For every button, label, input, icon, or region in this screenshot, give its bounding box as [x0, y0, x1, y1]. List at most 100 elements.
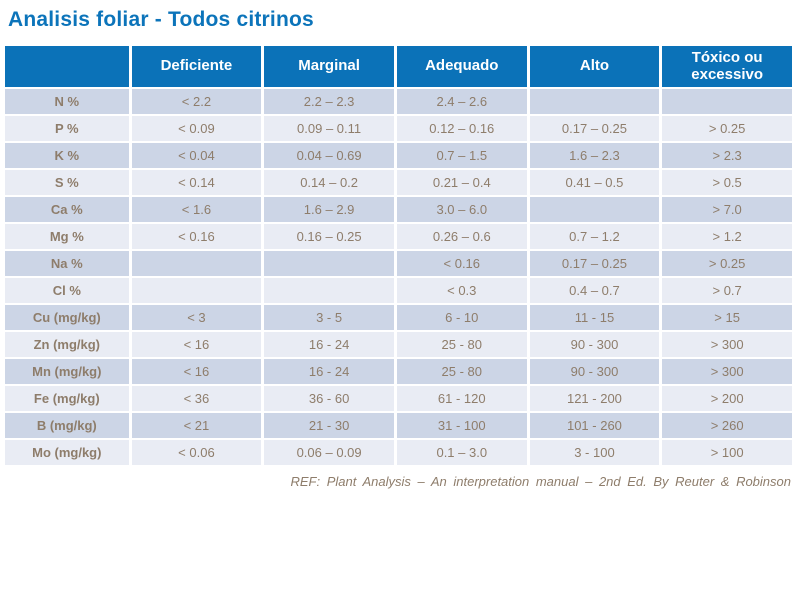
table-cell: 16 - 24	[264, 359, 394, 384]
row-label: Ca %	[5, 197, 129, 222]
table-cell: 0.06 – 0.09	[264, 440, 394, 465]
column-header: Alto	[529, 46, 660, 87]
table-cell	[529, 197, 660, 222]
table-cell: < 1.6	[131, 197, 262, 222]
column-header: Deficiente	[131, 46, 262, 87]
table-cell: 0.4 – 0.7	[529, 278, 660, 303]
table-cell: > 15	[662, 305, 792, 330]
table-cell: 31 - 100	[396, 413, 527, 438]
table-cell: 1.6 – 2.9	[264, 197, 394, 222]
table-cell	[131, 251, 262, 276]
table-row: S % < 0.14 0.14 – 0.2 0.21 – 0.4 0.41 – 0.5 >…	[5, 170, 792, 195]
table-cell: > 300	[662, 332, 792, 357]
table-cell: < 16	[131, 332, 262, 357]
row-label: P %	[5, 116, 129, 141]
table-row: P % < 0.09 0.09 – 0.11 0.12 – 0.16 0.17 – 0.…	[5, 116, 792, 141]
row-label: Zn (mg/kg)	[5, 332, 129, 357]
table-cell: 2.4 – 2.6	[396, 89, 527, 114]
table-cell: < 0.04	[131, 143, 262, 168]
table-row: K % < 0.04 0.04 – 0.69 0.7 – 1.5 1.6 – 2.3 > …	[5, 143, 792, 168]
table-cell: 90 - 300	[529, 359, 660, 384]
table-body: N % < 2.2 2.2 – 2.3 2.4 – 2.6 P % < 0.09 0.09 …	[5, 89, 792, 465]
table-cell: 0.17 – 0.25	[529, 251, 660, 276]
table-cell: < 16	[131, 359, 262, 384]
table-cell: 0.12 – 0.16	[396, 116, 527, 141]
table-cell: 2.2 – 2.3	[264, 89, 394, 114]
column-header: Marginal	[264, 46, 394, 87]
row-label: Mn (mg/kg)	[5, 359, 129, 384]
table-row: Mo (mg/kg) < 0.06 0.06 – 0.09 0.1 – 3.0 3 - …	[5, 440, 792, 465]
table-cell: 101 - 260	[529, 413, 660, 438]
table-cell: 0.14 – 0.2	[264, 170, 394, 195]
table-cell: > 260	[662, 413, 792, 438]
table-cell: 0.7 – 1.2	[529, 224, 660, 249]
page-title: Analisis foliar - Todos citrinos	[8, 8, 314, 31]
table-cell: 0.7 – 1.5	[396, 143, 527, 168]
table-cell: < 0.14	[131, 170, 262, 195]
table-cell: 121 - 200	[529, 386, 660, 411]
table-cell: > 300	[662, 359, 792, 384]
table-cell: 25 - 80	[396, 332, 527, 357]
row-label: Mg %	[5, 224, 129, 249]
row-label: N %	[5, 89, 129, 114]
table-cell: 0.41 – 0.5	[529, 170, 660, 195]
table-cell	[662, 89, 792, 114]
row-label: Na %	[5, 251, 129, 276]
table-row: N % < 2.2 2.2 – 2.3 2.4 – 2.6	[5, 89, 792, 114]
table-cell: > 0.5	[662, 170, 792, 195]
row-label: Mo (mg/kg)	[5, 440, 129, 465]
table-row: Mn (mg/kg) < 16 16 - 24 25 - 80 90 - 300 > 30…	[5, 359, 792, 384]
table-cell: < 0.3	[396, 278, 527, 303]
row-label: Fe (mg/kg)	[5, 386, 129, 411]
table-cell: > 2.3	[662, 143, 792, 168]
row-label: Cl %	[5, 278, 129, 303]
table-row: Na % < 0.16 0.17 – 0.25 > 0.25	[5, 251, 792, 276]
table-cell: < 36	[131, 386, 262, 411]
row-label: B (mg/kg)	[5, 413, 129, 438]
table-cell: 0.09 – 0.11	[264, 116, 394, 141]
table-cell: 16 - 24	[264, 332, 394, 357]
table-cell: 6 - 10	[396, 305, 527, 330]
table-cell: > 1.2	[662, 224, 792, 249]
table-cell: 3.0 – 6.0	[396, 197, 527, 222]
table-cell: 3 - 5	[264, 305, 394, 330]
reference-note: REF: Plant Analysis – An interpretation …	[290, 474, 791, 489]
table-cell: 36 - 60	[264, 386, 394, 411]
table-cell	[131, 278, 262, 303]
table-cell: > 0.25	[662, 116, 792, 141]
table-cell: 21 - 30	[264, 413, 394, 438]
table-cell: 25 - 80	[396, 359, 527, 384]
table-cell: > 7.0	[662, 197, 792, 222]
table-cell: > 200	[662, 386, 792, 411]
table-cell: < 0.06	[131, 440, 262, 465]
table-header: Deficiente Marginal Adequado Alto Tóxico ou …	[5, 46, 792, 87]
table-cell: > 0.7	[662, 278, 792, 303]
row-label: Cu (mg/kg)	[5, 305, 129, 330]
column-header: Adequado	[396, 46, 527, 87]
table-cell: 90 - 300	[529, 332, 660, 357]
table-cell: 0.1 – 3.0	[396, 440, 527, 465]
table-cell	[264, 251, 394, 276]
table-row: Fe (mg/kg) < 36 36 - 60 61 - 120 121 - 200 > …	[5, 386, 792, 411]
table-cell: 1.6 – 2.3	[529, 143, 660, 168]
header-row: Deficiente Marginal Adequado Alto Tóxico ou …	[5, 46, 792, 87]
row-label: S %	[5, 170, 129, 195]
table-cell: < 3	[131, 305, 262, 330]
table-cell: 3 - 100	[529, 440, 660, 465]
table-cell: < 21	[131, 413, 262, 438]
table-cell: 61 - 120	[396, 386, 527, 411]
table-row: Ca % < 1.6 1.6 – 2.9 3.0 – 6.0 > 7.0	[5, 197, 792, 222]
table-cell: 0.16 – 0.25	[264, 224, 394, 249]
table-cell: 0.17 – 0.25	[529, 116, 660, 141]
table-row: B (mg/kg) < 21 21 - 30 31 - 100 101 - 260 > 2…	[5, 413, 792, 438]
row-label: K %	[5, 143, 129, 168]
table-row: Zn (mg/kg) < 16 16 - 24 25 - 80 90 - 300 > 30…	[5, 332, 792, 357]
foliar-analysis-table: Deficiente Marginal Adequado Alto Tóxico ou …	[2, 44, 795, 467]
table-cell: < 0.09	[131, 116, 262, 141]
table-cell: < 0.16	[131, 224, 262, 249]
table-row: Mg % < 0.16 0.16 – 0.25 0.26 – 0.6 0.7 – 1.2…	[5, 224, 792, 249]
table-row: Cl % < 0.3 0.4 – 0.7 > 0.7	[5, 278, 792, 303]
table-cell: 0.26 – 0.6	[396, 224, 527, 249]
